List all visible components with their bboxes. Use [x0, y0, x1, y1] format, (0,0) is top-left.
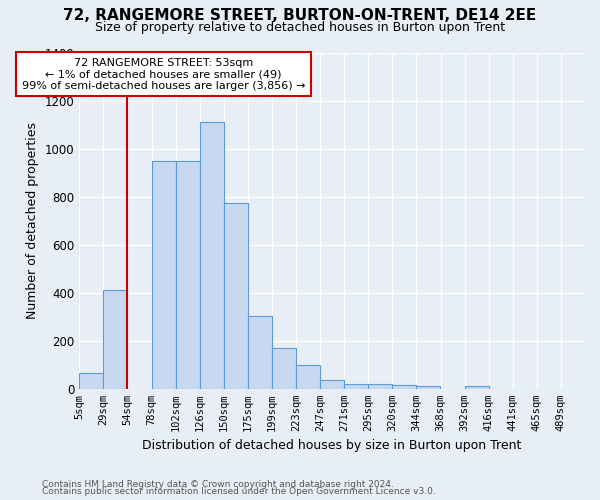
Bar [151, 160, 176, 389]
Text: Contains HM Land Registry data © Crown copyright and database right 2024.: Contains HM Land Registry data © Crown c… [42, 480, 394, 489]
Bar [344, 384, 368, 389]
Bar [464, 386, 488, 389]
Text: Size of property relative to detached houses in Burton upon Trent: Size of property relative to detached ho… [95, 21, 505, 34]
Bar [272, 348, 296, 389]
Bar [79, 373, 103, 389]
Bar [296, 365, 320, 389]
Bar [224, 202, 248, 389]
Bar [416, 386, 440, 389]
Text: 72 RANGEMORE STREET: 53sqm
← 1% of detached houses are smaller (49)
99% of semi-: 72 RANGEMORE STREET: 53sqm ← 1% of detac… [22, 58, 305, 90]
Bar [248, 316, 272, 389]
Text: 72, RANGEMORE STREET, BURTON-ON-TRENT, DE14 2EE: 72, RANGEMORE STREET, BURTON-ON-TRENT, D… [64, 8, 536, 22]
Bar [320, 380, 344, 389]
Bar [392, 385, 416, 389]
X-axis label: Distribution of detached houses by size in Burton upon Trent: Distribution of detached houses by size … [142, 440, 522, 452]
Bar [368, 384, 392, 389]
Bar [103, 290, 127, 389]
Text: Contains public sector information licensed under the Open Government Licence v3: Contains public sector information licen… [42, 487, 436, 496]
Bar [200, 122, 224, 389]
Bar [176, 160, 200, 389]
Y-axis label: Number of detached properties: Number of detached properties [26, 122, 39, 319]
